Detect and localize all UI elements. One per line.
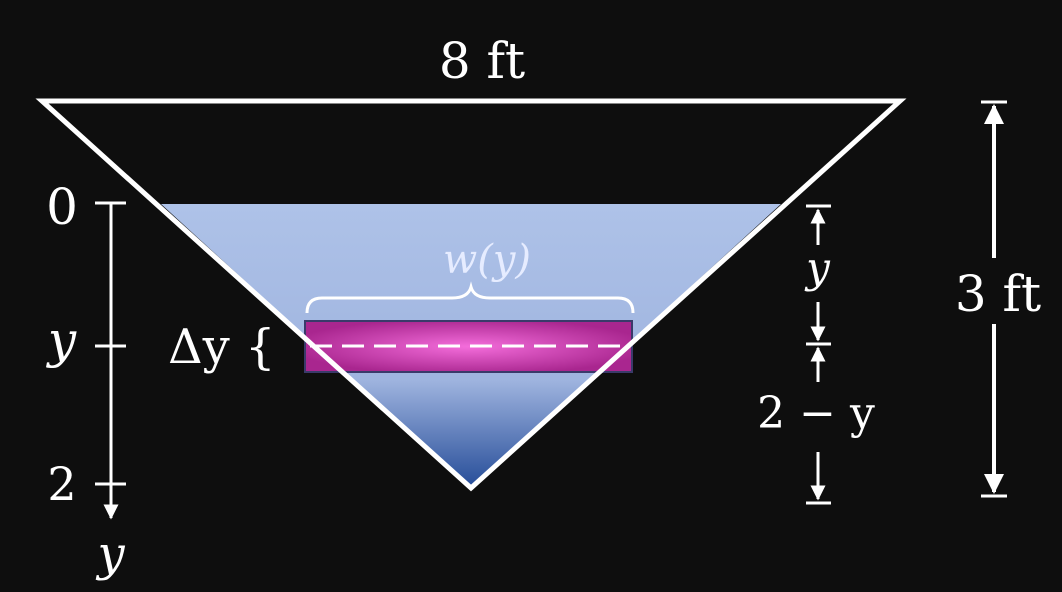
delta-y-label: Δy {: [168, 319, 276, 375]
y-axis-label-zero: 0: [46, 178, 78, 236]
width-function-label: w(y): [443, 237, 531, 283]
trough-outline: [35, 98, 907, 492]
y-axis-label-two: 2: [47, 457, 76, 511]
depth-y-label: y: [804, 243, 831, 292]
height-label: 3 ft: [955, 265, 1041, 323]
depth-rest-label: 2 − y: [757, 388, 875, 439]
brace-icon: [305, 281, 635, 314]
y-axis-label-y: y: [46, 311, 77, 369]
top-width-label: 8 ft: [439, 32, 525, 90]
y-axis-name: y: [95, 526, 125, 582]
